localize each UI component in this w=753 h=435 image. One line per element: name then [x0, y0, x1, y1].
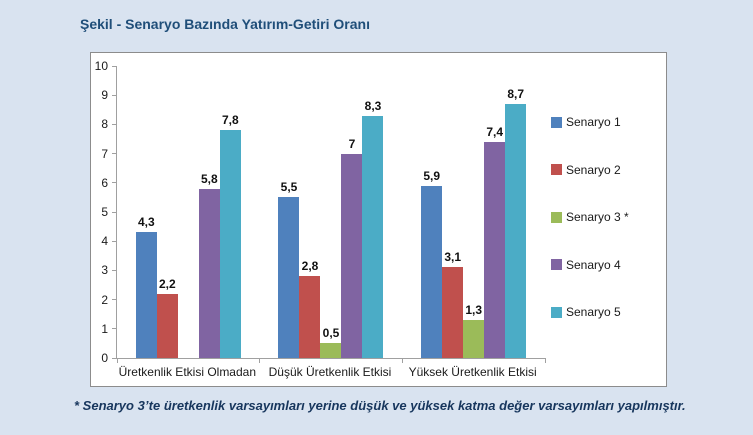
y-tick-mark — [112, 65, 117, 67]
y-tick-label: 6 — [101, 175, 108, 190]
bar — [299, 276, 321, 358]
legend: Senaryo 1 Senaryo 2 Senaryo 3 * Senaryo 4 Se… — [551, 115, 629, 319]
bar — [156, 293, 178, 358]
category-label: Yüksek Üretkenlik Etkisi — [408, 365, 537, 379]
legend-item: Senaryo 5 — [551, 305, 629, 319]
y-tick-label: 5 — [101, 205, 108, 219]
y-tick-mark — [112, 269, 117, 271]
bar-value-label: 1,3 — [465, 303, 482, 318]
bar-value-label: 8,3 — [364, 98, 382, 113]
bar-slot: 7,8 — [219, 66, 241, 358]
plot-area: 4,3 2,2 5,8 7,8 5,5 2,8 0,5 7 8,3 5,9 3,1 1,3 7,4 8,7 — [112, 65, 546, 363]
y-tick-mark — [112, 299, 117, 301]
chart-box: 0 1 2 3 4 5 6 7 8 9 10 4,3 2,2 5,8 7,8 5,5 2,8 0,5 7 8,3 5,… — [90, 52, 667, 387]
bar-group: 5,9 3,1 1,3 7,4 8,7 — [402, 66, 545, 358]
category-axis: Üretkenlik Etkisi Olmadan Düşük Üretkenli… — [116, 365, 544, 381]
bar-slot: 5,9 — [421, 66, 443, 358]
bar-group: 4,3 2,2 5,8 7,8 — [117, 66, 260, 358]
bar-value-label: 3,1 — [444, 250, 461, 265]
legend-label: Senaryo 5 — [566, 305, 621, 319]
bar-value-label: 0,5 — [322, 326, 340, 341]
bar-slot: 8,3 — [362, 66, 384, 358]
legend-item: Senaryo 1 — [551, 115, 629, 129]
bar-slot — [178, 66, 199, 358]
bar — [135, 232, 157, 358]
bar — [421, 185, 443, 358]
y-tick-mark — [112, 240, 117, 242]
bar-value-label: 2,2 — [158, 276, 176, 291]
bar-slot: 7,4 — [484, 66, 506, 358]
x-tick-mark — [116, 358, 118, 363]
bar-slot: 5,8 — [198, 66, 220, 358]
bar — [278, 197, 300, 358]
bar — [362, 115, 384, 358]
y-tick-mark — [112, 328, 117, 330]
y-tick-label: 2 — [101, 292, 108, 307]
bar-slot: 5,5 — [278, 66, 300, 358]
y-tick-mark — [112, 123, 117, 125]
bar-value-label: 8,7 — [507, 86, 524, 101]
bar-value-label: 7 — [348, 136, 356, 151]
figure-footnote: * Senaryo 3’te üretkenlik varsayımları y… — [74, 398, 686, 413]
bar-value-label: 5,9 — [423, 168, 440, 183]
y-tick-label: 9 — [101, 88, 108, 103]
legend-label: Senaryo 3 * — [566, 210, 629, 224]
legend-item: Senaryo 4 — [551, 258, 629, 272]
bar-value-label: 4,3 — [137, 215, 155, 230]
y-tick-label: 1 — [101, 321, 108, 336]
legend-label: Senaryo 1 — [566, 115, 621, 129]
bar — [320, 343, 342, 358]
bar-slot: 8,7 — [505, 66, 527, 358]
bar-slot: 2,8 — [299, 66, 321, 358]
bar — [442, 267, 464, 358]
bar-slot: 1,3 — [463, 66, 485, 358]
y-tick-label: 10 — [94, 59, 108, 73]
y-tick-mark — [112, 211, 117, 213]
y-tick-mark — [112, 182, 117, 184]
y-tick-label: 4 — [101, 234, 108, 249]
legend-label: Senaryo 4 — [566, 257, 621, 272]
x-tick-mark — [401, 358, 403, 363]
bar — [505, 103, 527, 358]
x-tick-mark — [544, 358, 546, 363]
category-label: Üretkenlik Etkisi Olmadan — [118, 365, 257, 379]
x-tick-mark — [259, 358, 261, 363]
legend-item: Senaryo 2 — [551, 163, 629, 177]
y-tick-mark — [112, 94, 117, 96]
y-tick-label: 8 — [101, 117, 108, 132]
bar — [341, 153, 363, 358]
bar — [219, 130, 241, 358]
bar-slot: 0,5 — [320, 66, 342, 358]
legend-swatch — [551, 116, 562, 128]
y-tick-mark — [112, 357, 117, 359]
bar-value-label: 5,5 — [280, 180, 298, 195]
bar-slot: 3,1 — [442, 66, 464, 358]
bar-group: 5,5 2,8 0,5 7 8,3 — [260, 66, 403, 358]
legend-label: Senaryo 2 — [566, 162, 621, 177]
figure-title: Şekil - Senaryo Bazında Yatırım-Getiri O… — [80, 16, 370, 32]
bar-value-label: 5,8 — [200, 171, 218, 186]
legend-item: Senaryo 3 * — [551, 210, 629, 224]
y-tick-label: 7 — [101, 146, 108, 161]
bar-slot: 2,2 — [156, 66, 178, 358]
y-tick-mark — [112, 153, 117, 155]
bar-slot: 4,3 — [135, 66, 157, 358]
category-label: Düşük Üretkenlik Etkisi — [268, 365, 392, 379]
bar — [198, 188, 220, 358]
bar — [463, 320, 485, 358]
bar-value-label: 7,4 — [486, 124, 503, 139]
bar-value-label: 2,8 — [301, 259, 319, 274]
legend-swatch — [551, 259, 562, 270]
legend-swatch — [551, 164, 562, 175]
bar — [484, 141, 506, 358]
bar-slot: 7 — [341, 66, 363, 358]
bar-value-label: 7,8 — [221, 113, 239, 128]
legend-swatch — [551, 306, 562, 318]
y-tick-label: 3 — [101, 263, 108, 278]
legend-swatch — [551, 211, 562, 223]
y-axis-labels: 0 1 2 3 4 5 6 7 8 9 10 — [91, 60, 116, 364]
y-tick-label: 0 — [101, 351, 108, 365]
